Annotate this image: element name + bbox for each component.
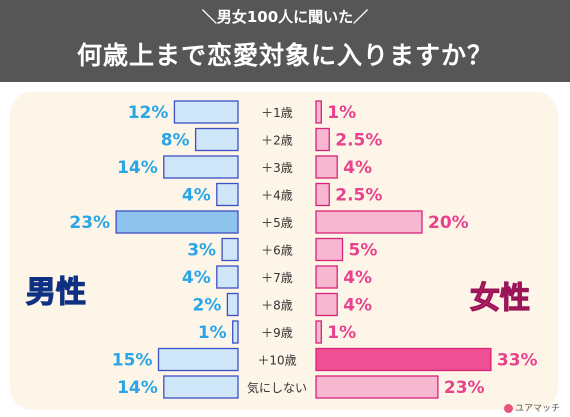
male-bar <box>194 127 239 152</box>
category-label: ＋2歳 <box>261 134 293 148</box>
male-bar <box>115 210 239 234</box>
female-bar <box>315 210 423 234</box>
female-value-label: 5% <box>349 241 378 261</box>
male-bar <box>163 155 239 179</box>
category-label: ＋6歳 <box>261 244 293 258</box>
male-bar <box>232 320 239 344</box>
male-value-label: 23% <box>69 213 110 233</box>
male-bar <box>221 237 239 262</box>
category-label: ＋5歳 <box>261 216 293 230</box>
male-value-label: 3% <box>187 241 216 261</box>
category-label: ＋4歳 <box>261 189 293 203</box>
female-value-label: 2.5% <box>335 186 382 206</box>
female-value-label: 20% <box>428 213 469 233</box>
female-bar <box>315 265 338 289</box>
female-value-label: 1% <box>327 323 356 343</box>
female-bar <box>315 292 338 317</box>
female-value-label: 23% <box>444 378 485 398</box>
male-value-label: 2% <box>193 296 222 316</box>
female-bar <box>315 237 344 262</box>
category-label: ＋8歳 <box>261 299 293 313</box>
female-value-label: 4% <box>343 296 372 316</box>
male-label: 男性 <box>25 274 86 310</box>
male-value-label: 4% <box>182 268 211 288</box>
male-bar <box>157 347 239 372</box>
female-bar <box>315 155 338 179</box>
chart-title: 何歳上まで恋愛対象に入りますか？ <box>76 41 493 70</box>
female-value-label: 33% <box>497 351 538 371</box>
category-label: ＋3歳 <box>261 161 293 175</box>
female-bar <box>315 127 330 152</box>
header-subtitle: ＼男女100人に聞いた／ <box>201 8 369 26</box>
female-bar <box>315 347 492 372</box>
brand-icon <box>503 404 513 413</box>
female-bar <box>315 375 439 399</box>
female-value-label: 1% <box>327 103 356 123</box>
female-value-label: 4% <box>343 268 372 288</box>
male-value-label: 12% <box>128 103 169 123</box>
female-value-label: 4% <box>343 158 372 178</box>
female-bar <box>315 320 322 344</box>
male-bar <box>163 375 239 399</box>
female-label: 女性 <box>469 280 530 316</box>
category-label: ＋7歳 <box>261 271 293 285</box>
female-bar <box>315 182 330 207</box>
category-label: ＋10歳 <box>257 354 296 368</box>
category-label: ＋1歳 <box>261 106 293 120</box>
brand-text: ユアマッチ <box>514 404 560 414</box>
male-value-label: 14% <box>117 158 158 178</box>
category-label: ＋9歳 <box>261 326 293 340</box>
male-value-label: 15% <box>112 351 153 371</box>
male-value-label: 8% <box>161 131 190 151</box>
male-bar <box>173 100 239 124</box>
male-bar <box>216 182 239 207</box>
female-value-label: 2.5% <box>335 131 382 151</box>
male-value-label: 1% <box>198 323 227 343</box>
header-bar: ＼男女100人に聞いた／ 何歳上まで恋愛対象に入りますか？ <box>0 0 570 82</box>
category-label: 気にしない <box>247 380 307 395</box>
male-bar <box>226 292 239 317</box>
male-value-label: 14% <box>117 378 158 398</box>
male-bar <box>216 265 239 289</box>
brand-logo: ユアマッチ <box>503 401 560 414</box>
female-bar <box>315 100 322 124</box>
male-value-label: 4% <box>182 186 211 206</box>
